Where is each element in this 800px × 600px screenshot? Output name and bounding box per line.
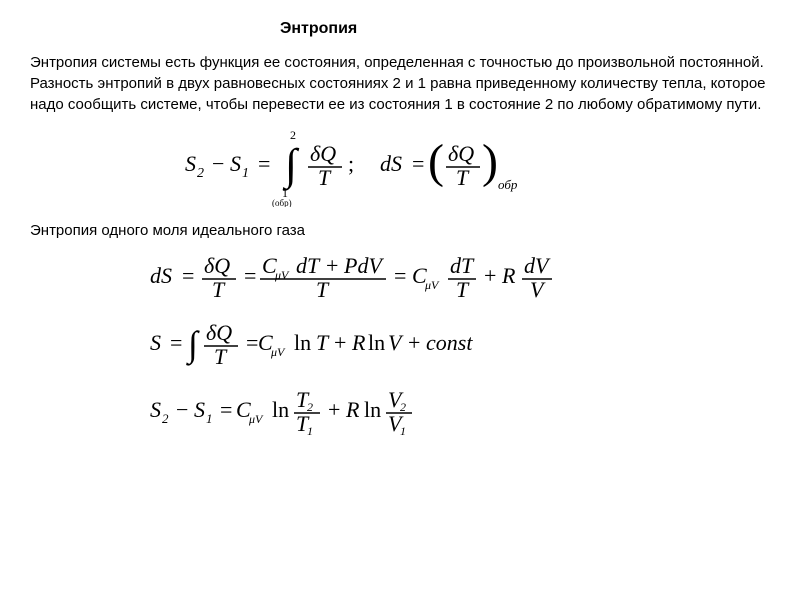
title: Энтропия xyxy=(280,20,770,38)
svg-text:(: ( xyxy=(428,135,444,188)
svg-text:1: 1 xyxy=(400,424,406,438)
svg-text:S: S xyxy=(185,151,196,176)
svg-text:1: 1 xyxy=(307,424,313,438)
svg-text:=: = xyxy=(182,263,194,288)
svg-text:2: 2 xyxy=(197,166,204,181)
svg-text:R: R xyxy=(501,263,516,288)
svg-text:T: T xyxy=(456,165,470,190)
svg-text:ln: ln xyxy=(368,330,385,355)
subheading: Энтропия одного моля идеального газа xyxy=(30,222,770,239)
svg-text:S: S xyxy=(150,397,161,422)
svg-text:T: T xyxy=(316,277,330,302)
svg-text:−: − xyxy=(176,397,188,422)
svg-text:dT: dT xyxy=(296,253,321,278)
svg-text:dT: dT xyxy=(450,253,475,278)
svg-text:=: = xyxy=(412,151,424,176)
svg-text:μV: μV xyxy=(270,345,286,359)
svg-text:1: 1 xyxy=(242,166,249,181)
svg-text:μV: μV xyxy=(274,268,290,282)
svg-text:обр: обр xyxy=(498,177,518,192)
svg-text:+: + xyxy=(334,330,346,355)
svg-text:dS: dS xyxy=(380,151,402,176)
svg-text:(обр): (обр) xyxy=(272,198,292,207)
equation-4: S 2 − S 1 = C μV ln T 2 T 1 + R xyxy=(150,381,770,446)
svg-text:S: S xyxy=(230,151,241,176)
definition-paragraph: Энтропия системы есть функция ее состоян… xyxy=(30,52,770,115)
svg-text:): ) xyxy=(482,135,498,188)
svg-text:const: const xyxy=(426,330,473,355)
svg-text:T: T xyxy=(316,330,330,355)
svg-text:PdV: PdV xyxy=(343,253,384,278)
svg-text:R: R xyxy=(345,397,360,422)
svg-text:δQ: δQ xyxy=(206,320,232,345)
svg-text:=: = xyxy=(170,330,182,355)
svg-text:+: + xyxy=(408,330,420,355)
svg-text:∫: ∫ xyxy=(282,140,300,191)
svg-text:=: = xyxy=(258,151,270,176)
svg-text:−: − xyxy=(212,151,224,176)
svg-text:T: T xyxy=(212,277,226,302)
svg-text:δQ: δQ xyxy=(310,141,336,166)
svg-text:2: 2 xyxy=(162,411,169,426)
svg-text:dV: dV xyxy=(524,253,551,278)
svg-text:ln: ln xyxy=(364,397,381,422)
svg-text:μV: μV xyxy=(424,278,440,292)
svg-text:∫: ∫ xyxy=(186,324,200,366)
svg-text:δQ: δQ xyxy=(204,253,230,278)
equation-3: S = ∫ δQ T = C μV ln T + R ln V + const xyxy=(150,316,770,377)
svg-text:=: = xyxy=(244,263,256,288)
svg-text:S: S xyxy=(150,330,161,355)
equation-1: S 2 − S 1 = ∫ 2 1 (обр) δQ T ; dS = xyxy=(30,127,770,212)
svg-text:T: T xyxy=(456,277,470,302)
svg-text:+: + xyxy=(328,397,340,422)
svg-text:=: = xyxy=(220,397,232,422)
svg-text:+: + xyxy=(484,263,496,288)
svg-text:=: = xyxy=(246,330,258,355)
svg-text:ln: ln xyxy=(272,397,289,422)
svg-text:ln: ln xyxy=(294,330,311,355)
svg-text:R: R xyxy=(351,330,366,355)
svg-text:δQ: δQ xyxy=(448,141,474,166)
svg-text:1: 1 xyxy=(206,411,213,426)
svg-text:V: V xyxy=(530,277,546,302)
svg-text:=: = xyxy=(394,263,406,288)
svg-text:;: ; xyxy=(348,151,354,176)
svg-text:T: T xyxy=(214,344,228,369)
svg-text:T: T xyxy=(318,165,332,190)
svg-text:V: V xyxy=(388,330,404,355)
svg-text:μV: μV xyxy=(248,412,264,426)
svg-text:+: + xyxy=(326,253,338,278)
svg-text:2: 2 xyxy=(290,128,296,142)
equation-2: dS = δQ T = C μV dT + PdV T = xyxy=(150,247,770,312)
svg-text:dS: dS xyxy=(150,263,172,288)
svg-text:S: S xyxy=(194,397,205,422)
